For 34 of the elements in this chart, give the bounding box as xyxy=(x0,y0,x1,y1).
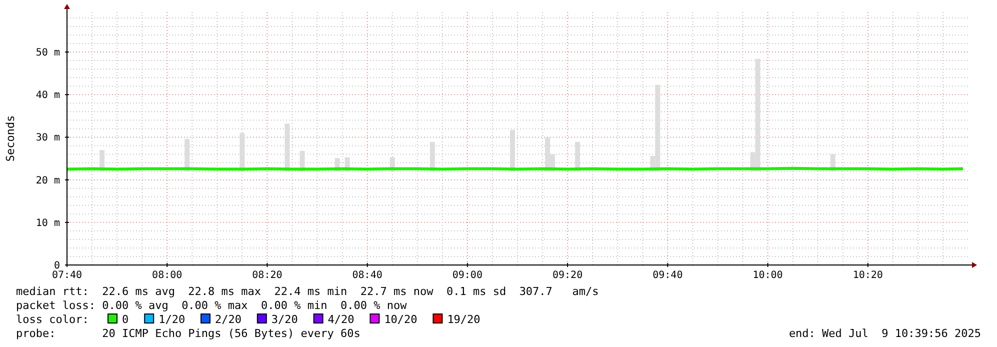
x-tick-label: 10:00 xyxy=(752,270,783,281)
bar xyxy=(575,142,580,172)
x-tick-label: 08:00 xyxy=(152,270,182,281)
bar xyxy=(240,132,245,172)
y-tick-label: 0 xyxy=(54,260,60,272)
x-tick-label: 09:20 xyxy=(552,270,583,281)
bar xyxy=(284,124,290,172)
bar xyxy=(184,138,190,172)
legend-label: 2/20 xyxy=(215,313,242,326)
x-tick-label: 07:40 xyxy=(52,270,82,281)
text: probe: 20 ICMP Echo Pings (56 Bytes) every 60s xyxy=(16,327,360,340)
text: end: Wed Jul 9 10:39:56 2025 xyxy=(788,327,981,340)
legend-label: 1/20 xyxy=(158,313,186,326)
y-tick-label: 10 m xyxy=(36,218,60,229)
text: median rtt: 22.6 ms avg 22.8 ms max 22.4 ms min 22.7 ms now 0.1 ms sd 307.7 am/s xyxy=(16,285,599,298)
x-tick-label: 09:00 xyxy=(452,270,482,281)
legend-label: 10/20 xyxy=(384,313,418,326)
bar xyxy=(510,130,515,172)
legend-label: 3/20 xyxy=(271,313,298,326)
legend-title: loss color: xyxy=(16,313,89,326)
x-tick-label: 09:40 xyxy=(652,270,683,281)
y-axis-title: Seconds xyxy=(4,115,17,162)
y-tick-label: 20 m xyxy=(36,175,60,186)
y-tick-label: 50 m xyxy=(36,48,60,59)
y-tick-label: 40 m xyxy=(36,90,60,102)
bar xyxy=(430,142,435,172)
legend-label: 0 xyxy=(122,313,129,326)
x-tick-label: 10:20 xyxy=(852,270,883,281)
x-tick-label: 08:20 xyxy=(252,270,282,281)
legend-label: 19/20 xyxy=(447,313,480,326)
y-tick-label: 30 m xyxy=(36,132,60,144)
legend-label: 4/20 xyxy=(328,313,354,326)
x-tick-label: 08:40 xyxy=(352,270,382,281)
text: packet loss: 0.00 % avg 0.00 % max 0.00 % min 0.00 % now xyxy=(16,299,408,312)
